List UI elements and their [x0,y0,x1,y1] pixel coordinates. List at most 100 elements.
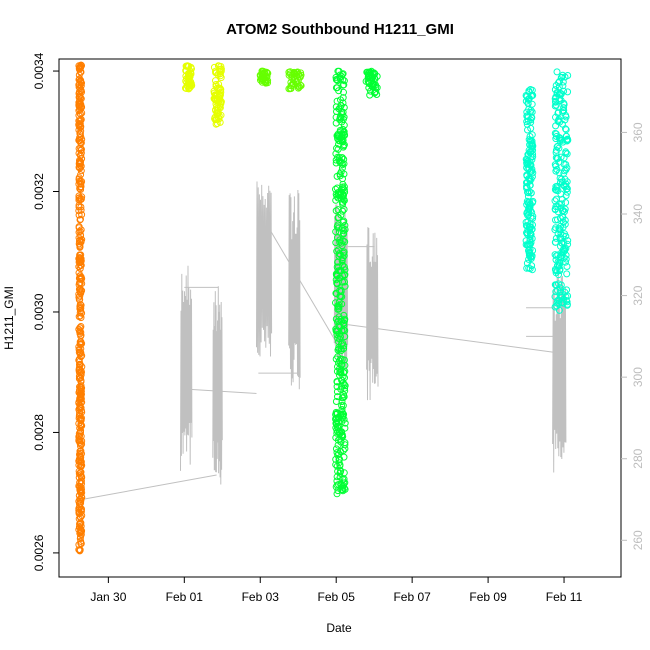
data-point [557,235,565,243]
data-point [78,368,85,376]
chart-title: ATOM2 Southbound H1211_GMI [226,21,454,38]
altitude-segment [81,474,217,500]
data-point [526,141,534,149]
data-point [332,76,340,83]
data-point [559,299,567,307]
data-point [562,232,570,240]
data-point [338,242,346,250]
data-point [77,455,84,463]
data-point [341,266,349,274]
data-point [526,175,534,183]
data-point [75,461,83,469]
data-point [524,188,531,196]
data-point [76,274,84,282]
data-point [215,115,223,123]
data-point [75,296,83,304]
y-tick-label: 0.0034 [32,52,46,89]
data-point [336,251,344,259]
y2-axis: 260 280 300 320 340 360 [621,122,645,550]
data-point [340,479,348,487]
data-point [75,174,83,182]
data-point [76,164,84,172]
data-point [562,148,570,156]
data-point [75,269,83,277]
data-point [77,506,85,514]
data-point [217,91,224,99]
data-point [77,468,85,476]
data-point [552,82,560,89]
data-point [78,352,86,360]
data-point [212,82,220,90]
data-point [333,271,341,279]
data-point [185,85,193,93]
data-point [551,197,559,205]
data-point [551,95,559,103]
data-point [76,254,83,262]
series-flight-feb11 [551,68,572,314]
data-point [553,68,561,76]
data-point [332,445,340,453]
data-point [77,116,85,124]
data-point [556,95,563,102]
data-point [554,208,562,216]
data-point [552,154,560,162]
data-point [527,161,535,169]
data-point [552,149,560,157]
data-point [76,375,83,382]
data-point [556,253,564,261]
x-axis: Jan 30 Feb 01 Feb 03 Feb 05 Feb 07 Feb 09 Feb … [90,577,583,604]
data-point [552,186,560,194]
data-point [76,130,84,138]
data-point [334,145,342,153]
data-point [551,238,559,246]
data-point [553,166,561,173]
data-point [76,324,84,332]
data-point [217,63,225,70]
data-point [559,71,567,79]
data-point [333,409,341,417]
data-point [333,144,340,152]
data-point [556,174,564,182]
data-point [77,61,85,69]
data-point [557,90,565,98]
data-point [556,226,564,234]
data-point [556,118,564,126]
data-point [333,378,341,385]
data-point [555,134,563,141]
data-point [563,136,571,144]
data-point [337,347,345,354]
data-point [561,216,569,224]
data-point [334,221,342,229]
data-point [77,78,85,86]
data-point [334,190,342,198]
data-point [77,522,85,530]
data-point [76,243,84,250]
data-point [77,389,85,397]
data-point [341,188,349,196]
data-point [341,439,349,447]
data-point [212,81,220,88]
data-point [334,487,342,495]
x-tick-label: Feb 05 [318,590,356,604]
data-point [372,88,380,96]
data-point [563,298,571,306]
data-point [333,272,341,280]
data-point [340,321,348,329]
data-point [522,237,530,245]
data-point [554,109,562,117]
data-point [555,224,563,232]
data-point [333,279,341,287]
data-point [76,151,84,159]
data-point [332,461,340,469]
data-point [77,423,85,430]
data-point [212,95,219,103]
data-point [76,137,84,145]
data-point [76,535,84,543]
data-point [340,252,348,260]
data-point [558,175,565,183]
data-point [216,84,224,92]
data-point [552,122,560,130]
data-point [338,133,346,141]
data-point [338,408,346,416]
